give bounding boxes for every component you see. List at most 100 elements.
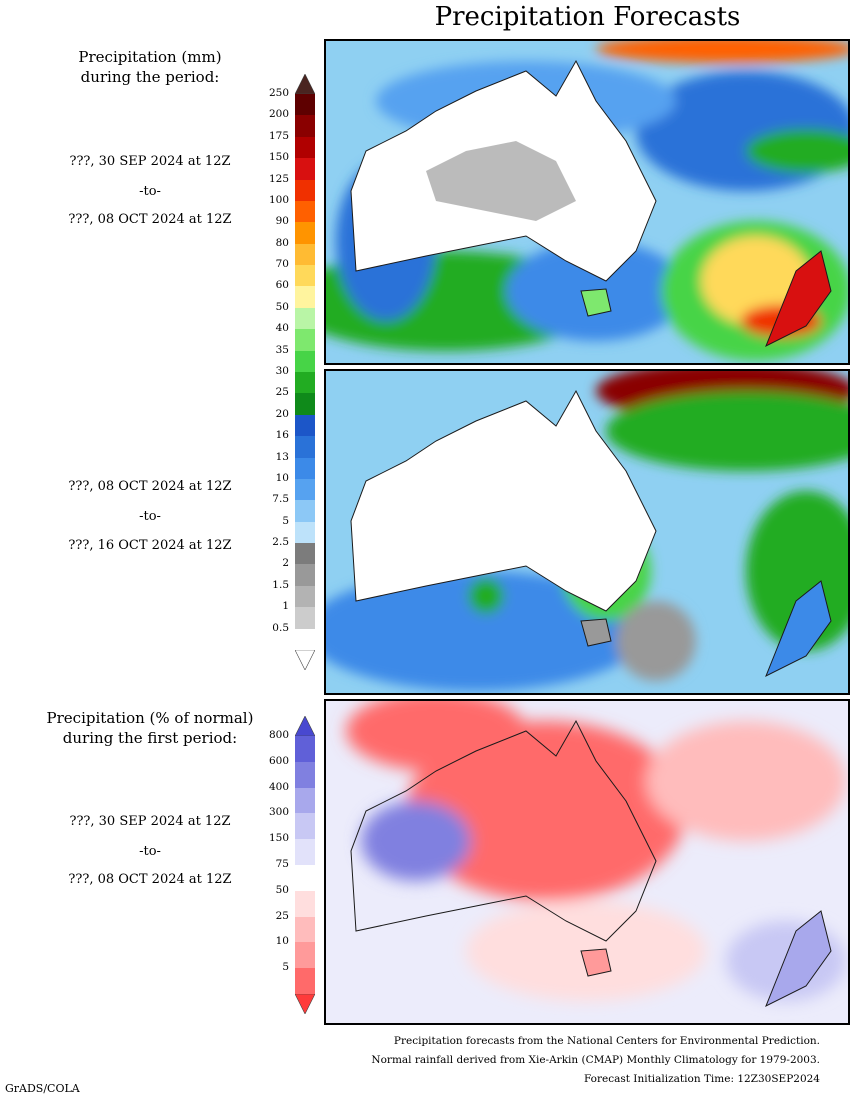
pct-colorbar-tick-label: 300 [268, 806, 289, 819]
footer-line-climatology: Normal rainfall derived from Xie-Arkin (… [371, 1054, 820, 1066]
mm-colorbar-swatch [295, 414, 315, 437]
mm-colorbar-top-arrow [295, 74, 315, 94]
pct-colorbar-tick-label: 150 [268, 832, 289, 845]
panel2-end: ???, 16 OCT 2024 at 12Z [68, 538, 232, 553]
mm-colorbar-swatch [295, 286, 315, 308]
forecast-map-week2 [324, 369, 850, 695]
pct-colorbar-swatch [295, 890, 315, 917]
mm-colorbar-swatch [295, 372, 315, 394]
mm-colorbar-tick-label: 16 [275, 429, 289, 442]
mm-colorbar-tick-label: 1 [282, 600, 289, 613]
mm-colorbar-tick-label: 2 [282, 557, 289, 570]
mm-colorbar-swatch [295, 393, 315, 415]
pct-colorbar-swatch [295, 839, 315, 865]
mm-colorbar-tick-label: 35 [275, 343, 289, 356]
mm-colorbar-tick-label: 100 [268, 193, 289, 206]
footer-line-source: Precipitation forecasts from the Nationa… [393, 1035, 820, 1047]
mm-colorbar-swatch [295, 265, 315, 287]
mm-colorbar-tick-label: 250 [268, 87, 289, 99]
mm-colorbar-bottom-arrow [295, 650, 315, 670]
panel1-to: -to- [139, 184, 161, 199]
mm-colorbar-tick-label: 0.5 [272, 621, 289, 634]
pct-colorbar-swatch [295, 942, 315, 969]
mm-colorbar-swatch [295, 158, 315, 180]
mm-colorbar-swatch [295, 585, 315, 608]
pct-colorbar-tick-label: 50 [275, 883, 289, 896]
pct-colorbar-bottom-arrow [295, 994, 315, 1014]
panel2-start: ???, 08 OCT 2024 at 12Z [68, 479, 232, 494]
mm-colorbar-tick-label: 80 [275, 236, 289, 249]
mm-colorbar-tick-label: 150 [268, 151, 289, 164]
precip-mm-colorbar: 250 200 175 150 125 100 90 80 70 60 50 40 35 30 25 20 16… [269, 74, 315, 670]
mm-colorbar-swatch [295, 500, 315, 522]
mm-colorbar-swatch [295, 628, 315, 650]
mm-colorbar-tick-label: 10 [275, 471, 289, 484]
mm-colorbar-swatch [295, 243, 315, 266]
mm-colorbar-swatch [295, 543, 315, 565]
mm-colorbar-tick-label: 25 [275, 386, 289, 399]
pct-colorbar-tick-label: 400 [268, 780, 289, 793]
mm-colorbar-swatch [295, 179, 315, 201]
page-title: Precipitation Forecasts [434, 2, 741, 32]
pct-colorbar-swatch [295, 968, 315, 994]
mm-colorbar-tick-label: 175 [268, 129, 289, 142]
mm-colorbar-tick-label: 50 [275, 300, 289, 313]
pct-colorbar-swatch [295, 865, 315, 891]
footer-line-init-time: Forecast Initialization Time: 12Z30SEP20… [583, 1073, 820, 1085]
mm-colorbar-swatch [295, 607, 315, 629]
mm-colorbar-swatch [295, 350, 315, 372]
panel1-start: ???, 30 SEP 2024 at 12Z [69, 154, 231, 169]
pct-colorbar-swatch [295, 787, 315, 814]
mm-colorbar-tick-label: 125 [268, 172, 289, 185]
mm-colorbar-swatch [295, 478, 315, 501]
pct-colorbar-tick-label: 5 [282, 961, 289, 974]
mm-colorbar-swatch [295, 94, 315, 116]
panel1-heading-line2: during the period: [80, 68, 220, 86]
mm-colorbar-tick-label: 20 [275, 407, 289, 420]
panel1-heading: Precipitation (mm) during the period: [35, 47, 265, 87]
forecast-map-week1 [324, 39, 850, 365]
panel3-heading: Precipitation (% of normal) during the f… [35, 708, 265, 748]
footer-notes: Precipitation forecasts from the Nationa… [371, 1032, 820, 1089]
mm-colorbar-swatch [295, 457, 315, 479]
pct-colorbar-tick-label: 25 [275, 909, 289, 922]
precip-percent-colorbar: 800 600 400 300 150 75 50 25 10 5 [269, 716, 315, 1014]
panel3-end: ???, 08 OCT 2024 at 12Z [68, 872, 232, 887]
mm-colorbar-swatch [295, 222, 315, 244]
mm-colorbar-swatch [295, 200, 315, 223]
mm-colorbar-swatch [295, 436, 315, 458]
mm-colorbar-swatch [295, 115, 315, 137]
mm-colorbar-tick-label: 30 [275, 365, 289, 377]
pct-colorbar-swatch [295, 761, 315, 788]
mm-colorbar-swatch [295, 521, 315, 544]
panel2-to: -to- [139, 509, 161, 524]
mm-colorbar-swatch [295, 329, 315, 351]
pct-colorbar-tick-label: 600 [268, 754, 289, 767]
mm-colorbar-swatch [295, 307, 315, 330]
panel3-to: -to- [139, 844, 161, 859]
pct-colorbar-swatch [295, 736, 315, 762]
forecast-map-percent-normal [324, 699, 850, 1025]
pct-colorbar-tick-label: 10 [275, 935, 289, 948]
panel3-heading-line1: Precipitation (% of normal) [46, 709, 254, 727]
mm-colorbar-swatch [295, 564, 315, 586]
mm-colorbar-tick-label: 60 [275, 279, 289, 292]
pct-colorbar-swatch [295, 916, 315, 943]
mm-colorbar-tick-label: 5 [282, 514, 289, 527]
pct-colorbar-tick-label: 800 [268, 729, 289, 741]
pct-colorbar-tick-label: 75 [275, 858, 289, 870]
pct-colorbar-swatch [295, 813, 315, 840]
grads-credit: GrADS/COLA [5, 1082, 80, 1095]
mm-colorbar-tick-label: 13 [275, 450, 289, 463]
mm-colorbar-tick-label: 1.5 [272, 578, 289, 591]
panel3-heading-line2: during the first period: [62, 729, 238, 747]
mm-colorbar-tick-label: 2.5 [272, 536, 289, 549]
panel1-heading-line1: Precipitation (mm) [78, 48, 222, 66]
pct-colorbar-top-arrow [295, 716, 315, 736]
panel3-start: ???, 30 SEP 2024 at 12Z [69, 814, 231, 829]
mm-colorbar-swatch [295, 136, 315, 159]
mm-colorbar-tick-label: 90 [275, 215, 289, 228]
mm-colorbar-tick-label: 40 [275, 322, 289, 335]
mm-colorbar-tick-label: 70 [275, 258, 289, 271]
panel1-end: ???, 08 OCT 2024 at 12Z [68, 212, 232, 227]
